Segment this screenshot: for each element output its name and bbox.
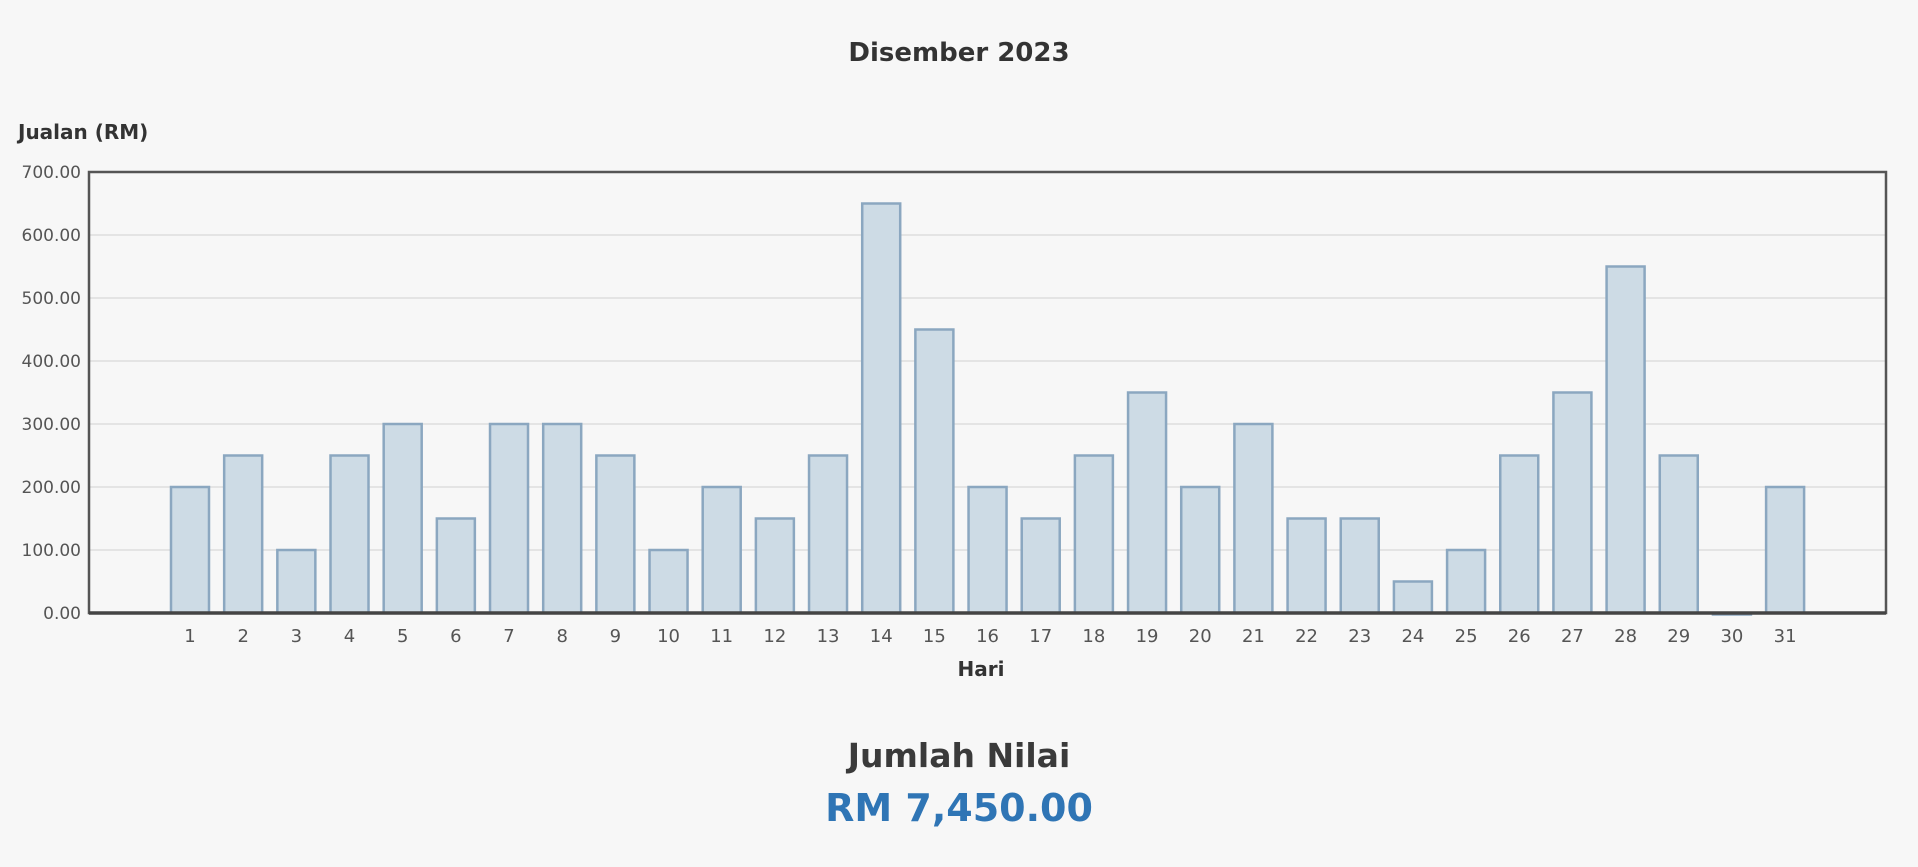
x-tick-label: 23 <box>1348 626 1371 647</box>
bar-day-15[interactable] <box>914 328 955 615</box>
bar-day-29[interactable] <box>1658 454 1700 615</box>
bar-day-19[interactable] <box>1126 391 1168 615</box>
x-tick-label: 30 <box>1720 626 1743 647</box>
bar-day-18[interactable] <box>1073 454 1115 615</box>
x-tick-label: 27 <box>1561 626 1584 647</box>
x-tick-label: 15 <box>923 626 946 647</box>
bar-day-10[interactable] <box>648 548 689 615</box>
x-tick-label: 8 <box>556 626 567 647</box>
bar-day-7[interactable] <box>488 422 530 615</box>
bar-day-2[interactable] <box>222 454 264 615</box>
chart-title: Disember 2023 <box>848 38 1070 68</box>
y-tick-label: 500.00 <box>22 289 81 309</box>
x-tick-label: 25 <box>1455 626 1478 647</box>
bar-day-3[interactable] <box>276 548 317 615</box>
x-tick-label: 13 <box>817 626 840 647</box>
y-tick-label: 700.00 <box>22 163 81 183</box>
bar-day-23[interactable] <box>1339 517 1380 615</box>
x-tick-label: 16 <box>976 626 999 647</box>
x-tick-label: 21 <box>1242 626 1265 647</box>
bar-day-22[interactable] <box>1286 517 1327 615</box>
bar-day-27[interactable] <box>1552 391 1593 615</box>
bar-day-14[interactable] <box>860 202 902 615</box>
x-tick-label: 28 <box>1614 626 1637 647</box>
y-tick-label: 300.00 <box>22 415 81 435</box>
bar-day-13[interactable] <box>807 454 849 615</box>
x-tick-label: 2 <box>237 626 248 647</box>
y-axis-label: Jualan (RM) <box>18 120 149 144</box>
bar-day-12[interactable] <box>754 517 796 615</box>
bar-day-31[interactable] <box>1764 485 1806 615</box>
bar-day-1[interactable] <box>169 485 211 615</box>
bar-day-4[interactable] <box>329 454 370 615</box>
x-tick-label: 9 <box>610 626 621 647</box>
x-tick-label: 11 <box>710 626 733 647</box>
x-tick-label: 29 <box>1667 626 1690 647</box>
bar-chart: 0.00 100.00 200.00 300.00 400.00 500.00 600.00… <box>22 163 1888 681</box>
bar-day-20[interactable] <box>1179 485 1221 615</box>
bar-day-21[interactable] <box>1233 422 1274 615</box>
bar-day-17[interactable] <box>1020 517 1061 615</box>
bar-day-25[interactable] <box>1445 548 1487 615</box>
bar-day-24[interactable] <box>1392 580 1434 615</box>
x-tick-label: 17 <box>1029 626 1052 647</box>
bar-day-8[interactable] <box>541 422 583 615</box>
bar-day-28[interactable] <box>1605 265 1646 615</box>
x-tick-label: 1 <box>184 626 195 647</box>
y-tick-label: 200.00 <box>22 478 81 498</box>
bar-day-6[interactable] <box>435 517 477 615</box>
x-tick-label: 19 <box>1136 626 1159 647</box>
x-tick-label: 5 <box>397 626 408 647</box>
x-tick-label: 14 <box>870 626 893 647</box>
bars <box>169 202 1806 616</box>
total-label: Jumlah Nilai <box>847 736 1071 775</box>
y-tick-label: 0.00 <box>43 604 81 624</box>
x-tick-label: 18 <box>1082 626 1105 647</box>
x-tick-label: 4 <box>344 626 355 647</box>
x-tick-label: 20 <box>1189 626 1212 647</box>
total-value: RM 7,450.00 <box>825 786 1093 830</box>
x-tick-label: 3 <box>291 626 302 647</box>
x-tick-label: 12 <box>763 626 786 647</box>
bar-day-5[interactable] <box>382 422 423 615</box>
x-tick-label: 10 <box>657 626 680 647</box>
x-tick-label: 7 <box>503 626 514 647</box>
bar-day-26[interactable] <box>1499 454 1540 615</box>
bar-day-9[interactable] <box>595 454 636 615</box>
x-tick-label: 24 <box>1401 626 1424 647</box>
y-tick-label: 400.00 <box>22 352 81 372</box>
x-tick-label: 31 <box>1774 626 1797 647</box>
bar-day-16[interactable] <box>967 485 1008 615</box>
x-tick-labels: 1 2 3 4 5 6 7 8 9 10 11 12 13 14 15 16 17 18 19 20 21 22 23 24 2… <box>184 626 1796 647</box>
x-axis-label: Hari <box>958 657 1005 681</box>
y-tick-label: 600.00 <box>22 226 81 246</box>
bar-day-11[interactable] <box>701 485 742 615</box>
x-tick-label: 22 <box>1295 626 1318 647</box>
x-tick-label: 26 <box>1508 626 1531 647</box>
y-tick-labels: 0.00 100.00 200.00 300.00 400.00 500.00 600.00… <box>22 163 81 624</box>
y-tick-label: 100.00 <box>22 541 81 561</box>
x-tick-label: 6 <box>450 626 461 647</box>
